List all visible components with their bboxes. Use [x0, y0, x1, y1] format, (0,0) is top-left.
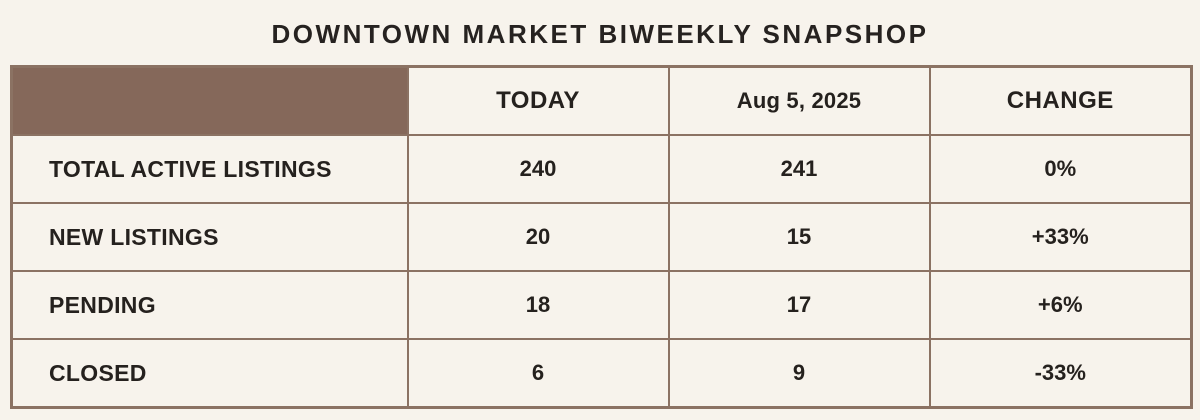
- row-label-new-listings: NEW LISTINGS: [10, 202, 409, 272]
- row-label-pending: PENDING: [10, 270, 409, 340]
- table-row-total-active-listings: TOTAL ACTIVE LISTINGS 240 241 0%: [10, 134, 1193, 204]
- cell-total-active-today: 240: [406, 134, 670, 204]
- market-snapshot-table: TODAY Aug 5, 2025 CHANGE TOTAL ACTIVE LI…: [10, 65, 1193, 409]
- cell-total-active-change: 0%: [928, 134, 1193, 204]
- row-label-closed: CLOSED: [10, 338, 409, 409]
- cell-closed-today: 6: [406, 338, 670, 409]
- cell-total-active-previous: 241: [667, 134, 931, 204]
- row-label-total-active-listings: TOTAL ACTIVE LISTINGS: [10, 134, 409, 204]
- cell-pending-change: +6%: [928, 270, 1193, 340]
- column-header-today: TODAY: [406, 65, 670, 136]
- cell-closed-previous: 9: [667, 338, 931, 409]
- column-header-change: CHANGE: [928, 65, 1193, 136]
- cell-pending-previous: 17: [667, 270, 931, 340]
- cell-new-listings-today: 20: [406, 202, 670, 272]
- header-row: TODAY Aug 5, 2025 CHANGE: [10, 65, 1193, 136]
- table-row-pending: PENDING 18 17 +6%: [10, 270, 1193, 340]
- table-row-closed: CLOSED 6 9 -33%: [10, 338, 1193, 409]
- cell-new-listings-change: +33%: [928, 202, 1193, 272]
- cell-new-listings-previous: 15: [667, 202, 931, 272]
- cell-closed-change: -33%: [928, 338, 1193, 409]
- column-header-date: Aug 5, 2025: [667, 65, 931, 136]
- table-row-new-listings: NEW LISTINGS 20 15 +33%: [10, 202, 1193, 272]
- header-spacer-cell: [10, 65, 409, 136]
- page-title: DOWNTOWN MARKET BIWEEKLY SNAPSHOP: [271, 19, 929, 49]
- cell-pending-today: 18: [406, 270, 670, 340]
